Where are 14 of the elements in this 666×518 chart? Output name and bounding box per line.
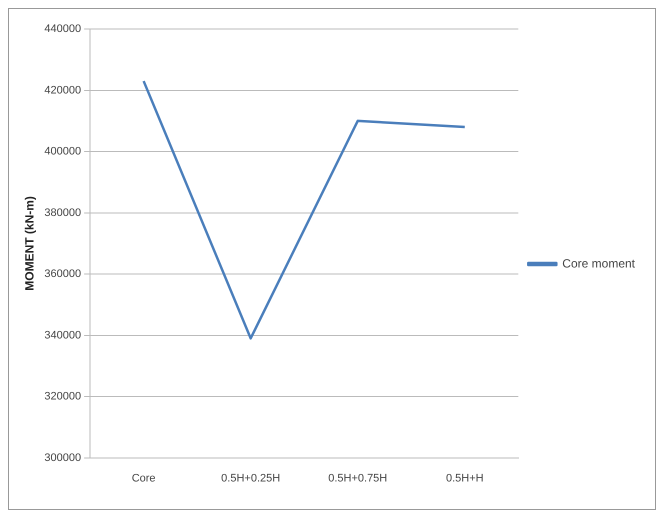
y-axis-title: MOMENT (kN-m): [22, 196, 37, 291]
x-tick-label: 0.5H+H: [446, 472, 484, 484]
y-tick-label: 400000: [44, 146, 82, 158]
y-tick-label: 420000: [44, 84, 82, 96]
y-tick-label: 300000: [44, 452, 82, 464]
x-tick-label: 0.5H+0.75H: [328, 472, 388, 484]
y-tick-label: 320000: [44, 390, 82, 403]
y-tick-label: 440000: [44, 23, 82, 36]
x-tick-label: Core: [132, 472, 156, 484]
x-tick-label: 0.5H+0.25H: [221, 472, 280, 484]
y-tick-label: 360000: [44, 268, 82, 280]
legend-label: Core moment: [562, 256, 636, 270]
y-tick-label: 340000: [44, 329, 82, 342]
y-tick-label: 380000: [44, 206, 82, 219]
